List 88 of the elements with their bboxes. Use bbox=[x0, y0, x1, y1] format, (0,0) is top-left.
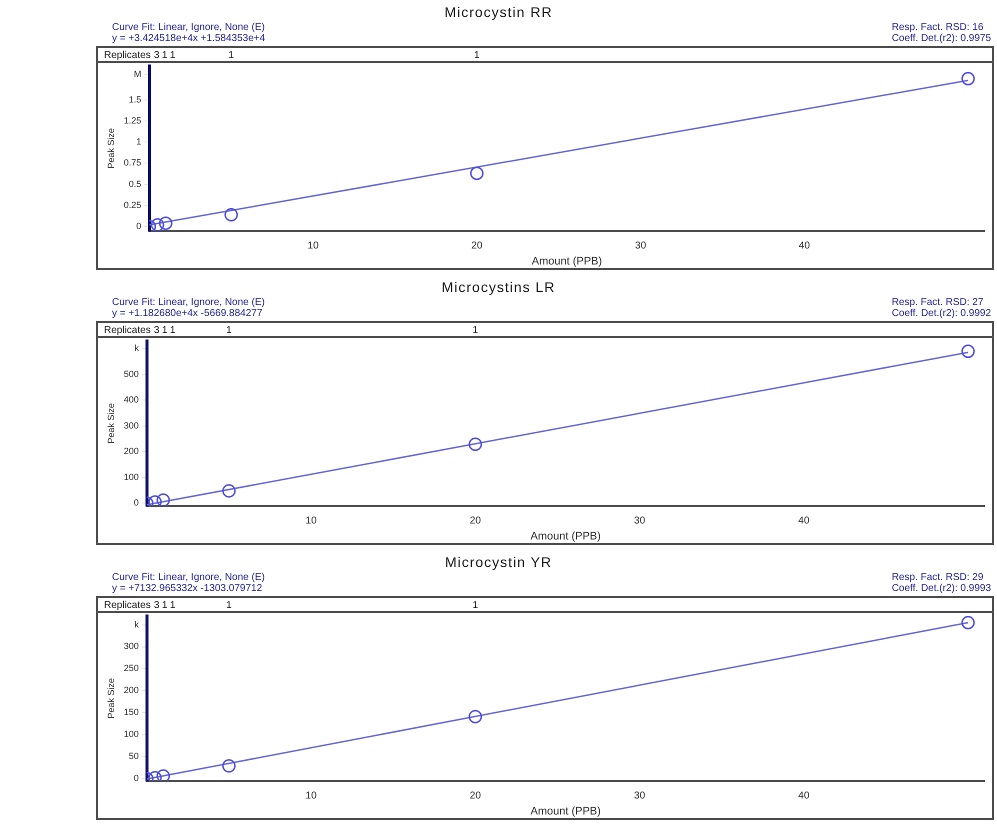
text: 1 bbox=[226, 600, 232, 611]
point bbox=[470, 166, 484, 180]
y-tick-label: 400 bbox=[124, 394, 139, 405]
text: 1 bbox=[170, 50, 176, 61]
chart-subtitle: Curve Fit: Linear, Ignore, None (E) bbox=[112, 22, 266, 33]
x-axis-title: Amount (PPB) bbox=[530, 530, 601, 542]
y-tick-label: 1.25 bbox=[124, 115, 142, 126]
y-tick-label: 0 bbox=[134, 773, 139, 784]
x-tick-label: 40 bbox=[798, 516, 810, 527]
point bbox=[224, 208, 238, 222]
x-tick-label: 10 bbox=[308, 240, 320, 252]
y-tick-label: 200 bbox=[124, 685, 139, 696]
y-tick-label: 0.25 bbox=[124, 200, 142, 210]
x-tick-label: 10 bbox=[306, 790, 318, 802]
y-tick-label: 1.5 bbox=[128, 94, 142, 104]
y-tick-label: 50 bbox=[128, 751, 139, 762]
text: Replicates bbox=[104, 600, 151, 611]
chart-title: Microcystin YR bbox=[444, 554, 554, 570]
chart-subtitle: Curve Fit: Linear, Ignore, None (E) bbox=[112, 572, 265, 583]
point bbox=[156, 769, 170, 781]
x-tick-label: 20 bbox=[470, 790, 482, 802]
y-tick-label: 500 bbox=[124, 368, 139, 379]
point bbox=[222, 759, 236, 773]
point bbox=[148, 495, 162, 506]
text: Replicates bbox=[104, 324, 151, 336]
text: 1 bbox=[226, 324, 232, 336]
y-tick-label: 250 bbox=[124, 663, 139, 674]
point bbox=[222, 484, 236, 498]
x-tick-label: 30 bbox=[634, 516, 646, 527]
text: y = +3.424518e+4x +1.584353e+4 bbox=[112, 33, 266, 44]
x-axis-title: Amount (PPB) bbox=[530, 805, 601, 818]
text: 3 bbox=[154, 600, 160, 611]
x-tick-label: 30 bbox=[634, 790, 646, 802]
y-tick-label: 150 bbox=[124, 707, 139, 718]
point bbox=[961, 72, 975, 86]
text: 3 bbox=[154, 324, 160, 336]
text: 1 bbox=[472, 324, 479, 336]
chart-title: Microcystin RR bbox=[443, 4, 554, 20]
y-tick-label: M bbox=[134, 68, 142, 79]
y-tick-label: 1 bbox=[136, 136, 142, 147]
text: 1 bbox=[472, 600, 479, 611]
text: 1 bbox=[162, 600, 168, 611]
text: Resp. Fact. RSD: 27 bbox=[892, 297, 984, 308]
text: Coeff. Det.(r2): 0.9993 bbox=[892, 583, 991, 594]
text: 1 bbox=[474, 50, 480, 61]
text: Coeff. Det.(r2): 0.9992 bbox=[892, 308, 991, 319]
text: 1 bbox=[162, 324, 168, 336]
y-tick-label: 0 bbox=[136, 221, 142, 232]
text: 1 bbox=[162, 50, 168, 61]
chart-subtitle: Curve Fit: Linear, Ignore, None (E) bbox=[112, 297, 265, 308]
y-tick-label: k bbox=[134, 619, 140, 630]
chart-title: Microcystins LR bbox=[440, 279, 556, 295]
point bbox=[150, 218, 164, 231]
x-tick-label: 40 bbox=[798, 240, 810, 252]
y-tick-label: 100 bbox=[124, 472, 139, 482]
y-tick-label: 200 bbox=[124, 446, 139, 456]
y-tick-label: 0.5 bbox=[128, 178, 142, 189]
x-tick-label: 10 bbox=[306, 516, 318, 527]
point bbox=[961, 616, 975, 630]
text: Replicates bbox=[104, 50, 151, 61]
y-tick-label: 0.75 bbox=[124, 158, 142, 168]
text: y = +7132.965332x -1303.079712 bbox=[112, 583, 264, 594]
y-tick-label: k bbox=[134, 343, 140, 354]
text: 1 bbox=[170, 324, 176, 336]
x-tick-label: 30 bbox=[635, 240, 647, 252]
text: 1 bbox=[228, 50, 234, 61]
y-axis-title: Peak Size bbox=[106, 128, 116, 169]
x-tick-label: 20 bbox=[470, 516, 482, 527]
y-tick-label: 300 bbox=[124, 420, 139, 430]
x-axis-title: Amount (PPB) bbox=[532, 255, 602, 268]
y-tick-label: 300 bbox=[124, 641, 139, 652]
y-axis-title: Peak Size bbox=[106, 678, 116, 719]
text: 3 bbox=[154, 50, 160, 61]
y-axis-title: Peak Size bbox=[106, 403, 116, 444]
point bbox=[156, 493, 170, 506]
text: Resp. Fact. RSD: 16 bbox=[892, 22, 984, 33]
text: 1 bbox=[170, 600, 176, 611]
y-tick-label: 100 bbox=[124, 729, 139, 740]
x-tick-label: 20 bbox=[471, 240, 483, 252]
text: Resp. Fact. RSD: 29 bbox=[892, 572, 984, 583]
y-tick-label: 0 bbox=[134, 498, 139, 508]
point bbox=[961, 344, 975, 358]
text: y = +1.182680e+4x -5669.884277 bbox=[112, 308, 264, 319]
point bbox=[158, 216, 172, 230]
point bbox=[468, 710, 482, 724]
point bbox=[468, 438, 482, 452]
text: Coeff. Det.(r2): 0.9975 bbox=[892, 33, 991, 44]
x-tick-label: 40 bbox=[798, 790, 810, 802]
